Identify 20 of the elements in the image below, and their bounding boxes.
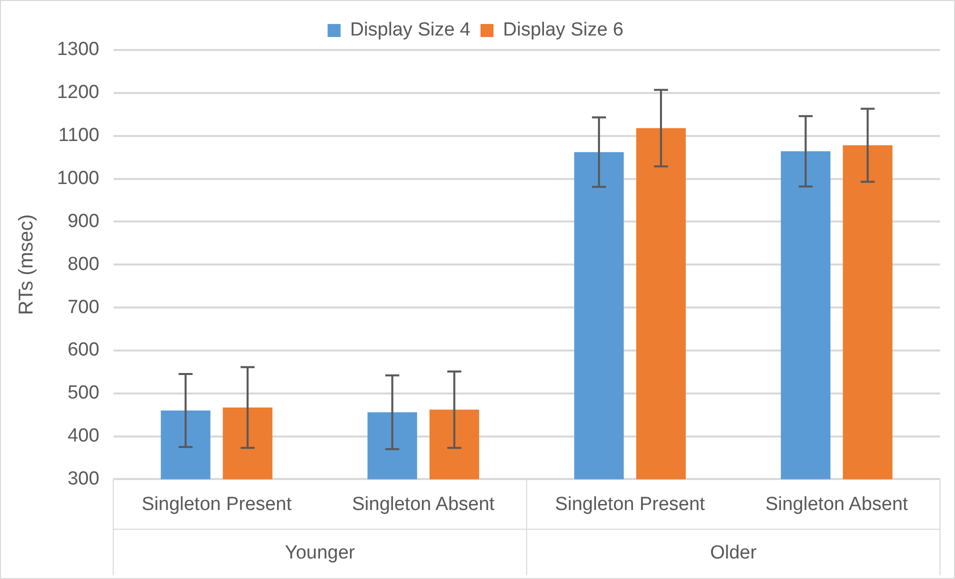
legend-label: Display Size 4 [350,20,471,41]
y-tick-label: 500 [68,382,100,404]
y-tick-label: 400 [68,426,100,447]
y-tick-label: 300 [68,468,100,490]
y-axis-title: RTs (msec) [16,214,38,315]
y-tick-label: 900 [68,210,100,232]
y-tick-label: 1100 [58,125,100,146]
x-tick-label: Singleton Present [554,494,706,515]
x-tick-label: Singleton Absent [352,494,496,515]
x-tick-label: Singleton Present [142,494,292,515]
y-tick-label: 700 [68,296,100,318]
x-tick-label: Singleton Absent [765,494,909,515]
y-tick-label: 1000 [56,168,100,189]
y-tick-label: 1200 [56,82,100,104]
y-tick-label: 600 [68,340,100,361]
y-tick-label: 800 [68,254,100,275]
text: Older [710,542,758,564]
text: Younger [284,542,356,564]
y-tick-label: 1300 [56,39,100,60]
legend-label: Display Size 6 [503,20,624,41]
